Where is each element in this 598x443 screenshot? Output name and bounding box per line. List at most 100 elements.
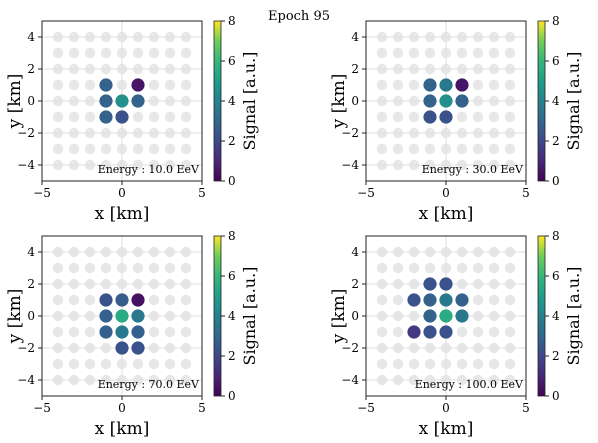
inactive-station <box>164 278 176 290</box>
y-tick-label: −4 <box>17 373 35 387</box>
y-tick-label: −2 <box>17 126 35 140</box>
inactive-station <box>456 31 468 43</box>
inactive-station <box>116 31 128 43</box>
inactive-station <box>424 63 436 75</box>
y-tick-label: −4 <box>341 373 359 387</box>
signal-point: 3.6 <box>455 309 469 323</box>
inactive-station <box>376 63 388 75</box>
inactive-station <box>164 31 176 43</box>
x-tick-label: 0 <box>118 401 126 415</box>
inactive-station <box>68 278 80 290</box>
inactive-station <box>456 358 468 370</box>
inactive-station <box>392 63 404 75</box>
inactive-station <box>68 374 80 386</box>
inactive-station <box>84 111 96 123</box>
inactive-station <box>472 95 484 107</box>
inactive-station <box>504 127 516 139</box>
inactive-station <box>376 262 388 274</box>
colorbar-tick-label: 6 <box>228 54 236 68</box>
signal-point: 5.5 <box>439 309 453 323</box>
inactive-station <box>424 374 436 386</box>
inactive-station <box>68 358 80 370</box>
inactive-station <box>408 159 420 171</box>
inactive-station <box>68 95 80 107</box>
inactive-station <box>148 294 160 306</box>
inactive-station <box>376 294 388 306</box>
inactive-station <box>472 294 484 306</box>
inactive-station <box>392 111 404 123</box>
colorbar-tick-label: 4 <box>552 94 560 108</box>
x-axis-label: x [km] <box>419 419 474 439</box>
inactive-station <box>408 47 420 59</box>
y-tick-label: 4 <box>27 30 35 44</box>
inactive-station <box>164 95 176 107</box>
x-axis-label: x [km] <box>419 204 474 224</box>
inactive-station <box>376 47 388 59</box>
signal-point: 4.5 <box>115 94 129 108</box>
colorbar-tick-label: 0 <box>552 174 560 188</box>
inactive-station <box>504 63 516 75</box>
inactive-station <box>392 143 404 155</box>
inactive-station <box>456 246 468 258</box>
inactive-station <box>164 310 176 322</box>
inactive-station <box>116 143 128 155</box>
inactive-station <box>116 79 128 91</box>
inactive-station <box>52 294 64 306</box>
inactive-station <box>180 358 192 370</box>
x-tick-label: 5 <box>522 401 530 415</box>
inactive-station <box>52 262 64 274</box>
inactive-station <box>456 278 468 290</box>
inactive-station <box>148 246 160 258</box>
y-tick-label: 4 <box>27 245 35 259</box>
inactive-station <box>504 326 516 338</box>
y-tick-label: −2 <box>341 126 359 140</box>
inactive-station <box>408 278 420 290</box>
inactive-station <box>408 111 420 123</box>
inactive-station <box>408 310 420 322</box>
inactive-station <box>376 310 388 322</box>
inactive-station <box>424 342 436 354</box>
energy-annotation: Energy : 100.0 EeV <box>415 378 524 391</box>
inactive-station <box>472 31 484 43</box>
x-tick-label: 5 <box>522 186 530 200</box>
inactive-station <box>504 159 516 171</box>
inactive-station <box>440 127 452 139</box>
inactive-station <box>456 342 468 354</box>
signal-point: 2.3 <box>439 277 453 291</box>
inactive-station <box>392 374 404 386</box>
inactive-station <box>504 374 516 386</box>
inactive-station <box>132 262 144 274</box>
inactive-station <box>504 31 516 43</box>
inactive-station <box>408 358 420 370</box>
inactive-station <box>180 310 192 322</box>
inactive-station <box>424 127 436 139</box>
inactive-station <box>52 143 64 155</box>
inactive-station <box>52 278 64 290</box>
y-tick-label: 0 <box>351 94 359 108</box>
signal-point: 2.8 <box>455 293 469 307</box>
inactive-station <box>456 111 468 123</box>
inactive-station <box>100 63 112 75</box>
inactive-station <box>68 246 80 258</box>
inactive-station <box>376 143 388 155</box>
inactive-station <box>504 143 516 155</box>
inactive-station <box>488 262 500 274</box>
inactive-station <box>472 79 484 91</box>
colorbar-tick-label: 6 <box>552 54 560 68</box>
inactive-station <box>84 127 96 139</box>
inactive-station <box>84 310 96 322</box>
x-tick-label: 0 <box>118 186 126 200</box>
x-tick-label: 0 <box>442 401 450 415</box>
colorbar-label: Signal [a.u.] <box>240 267 259 366</box>
inactive-station <box>376 326 388 338</box>
inactive-station <box>84 342 96 354</box>
signal-point: 0.5 <box>455 78 469 92</box>
y-tick-label: 0 <box>27 309 35 323</box>
inactive-station <box>132 278 144 290</box>
inactive-station <box>440 342 452 354</box>
inactive-station <box>376 374 388 386</box>
x-tick-label: −5 <box>357 186 375 200</box>
inactive-station <box>148 63 160 75</box>
